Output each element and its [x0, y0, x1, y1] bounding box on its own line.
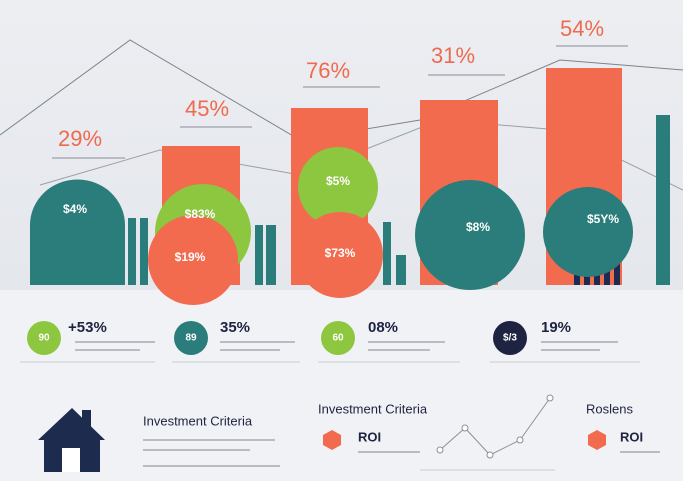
badge: [27, 321, 61, 355]
section-title: Investment Criteria: [318, 401, 428, 416]
shape-label: $5%: [326, 174, 350, 188]
top-value: 54%: [560, 16, 604, 41]
circle: [543, 187, 633, 277]
filler-text: [143, 439, 660, 467]
house-icon: [38, 408, 105, 472]
shape-label: $73%: [325, 246, 356, 260]
section-item: ROI: [358, 429, 381, 444]
stat-value: 35%: [220, 319, 250, 336]
badge: [493, 321, 527, 355]
circle: [297, 212, 383, 298]
filler-text: [52, 45, 628, 159]
circle: [415, 180, 525, 290]
shape-label: $4%: [63, 202, 87, 216]
shape-label: $8%: [466, 220, 490, 234]
circle: [298, 147, 378, 227]
bar: [656, 115, 670, 285]
stat-value: +53%: [68, 319, 107, 336]
shape-label: $19%: [175, 250, 206, 264]
stat-value: 19%: [541, 319, 571, 336]
top-value: 31%: [431, 43, 475, 68]
hexagon-icon: [323, 430, 341, 450]
arch: [30, 179, 125, 285]
shape-label: $5Y%: [587, 212, 619, 226]
circle: [148, 215, 238, 305]
shape-label: $83%: [185, 207, 216, 221]
badge: [321, 321, 355, 355]
top-value: 29%: [58, 126, 102, 151]
badge-label: 89: [185, 333, 197, 344]
badge-label: 60: [332, 333, 344, 344]
badge-label: 90: [38, 333, 50, 344]
section-title: Roslens: [586, 401, 633, 416]
mini-line-points: [436, 394, 554, 459]
small-bars: [128, 218, 406, 285]
badge-label: $/3: [503, 333, 517, 344]
hexagon-icon: [588, 430, 606, 450]
stat-value: 08%: [368, 319, 398, 336]
top-value: 76%: [306, 58, 350, 83]
top-value: 45%: [185, 96, 229, 121]
filler-text: [75, 341, 618, 351]
badge: [174, 321, 208, 355]
section-title: Investment Criteria: [143, 413, 253, 428]
section-item: ROI: [620, 429, 643, 444]
